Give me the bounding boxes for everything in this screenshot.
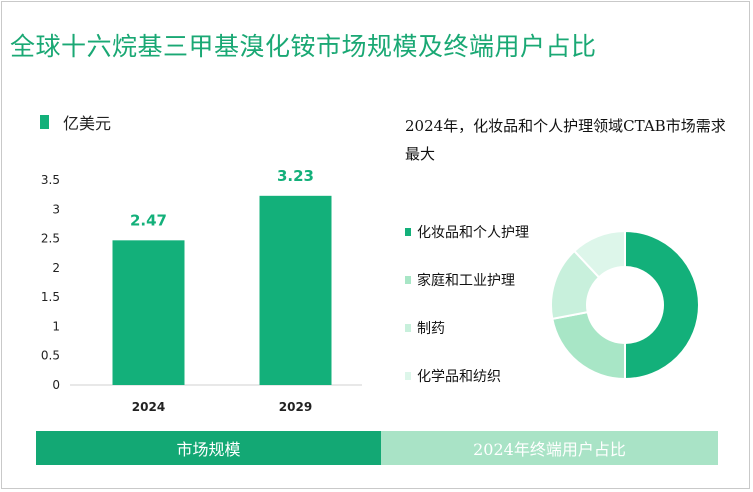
y-tick-label: 2 (52, 261, 60, 275)
bar-legend: 亿美元 (40, 110, 111, 134)
pie-legend-item-household: 家庭和工业护理 (405, 270, 515, 290)
bar-2024 (112, 240, 185, 385)
pie-legend-label: 化妆品和个人护理 (417, 225, 529, 241)
pie-legend-item-cosmetics: 化妆品和个人护理 (405, 222, 529, 242)
bar-legend-swatch (40, 115, 49, 129)
bar-2029 (259, 195, 332, 385)
y-tick-label: 3.5 (41, 173, 60, 187)
pie-legend-swatch (405, 324, 411, 332)
pie-legend-swatch (405, 276, 411, 284)
bar-value-label: 2.47 (130, 211, 167, 229)
bottom-label-market-size: 市场规模 (36, 431, 381, 465)
donut-slice-1 (551, 310, 626, 381)
y-tick-label: 1 (52, 319, 60, 333)
y-tick-label: 3 (52, 202, 60, 216)
donut-slice-3 (572, 229, 626, 279)
y-tick-label: 0.5 (41, 349, 60, 363)
pie-legend-swatch (405, 228, 411, 236)
donut-chart (550, 229, 700, 381)
page-title: 全球十六烷基三甲基溴化铵市场规模及终端用户占比 (10, 32, 597, 61)
pie-legend-label: 制药 (417, 321, 445, 337)
y-tick-label: 1.5 (41, 290, 60, 304)
y-tick-label: 2.5 (41, 232, 60, 246)
x-tick-label: 2024 (132, 400, 165, 414)
pie-legend-item-chemicals: 化学品和纺织 (405, 366, 501, 386)
y-tick-label: 0 (52, 378, 60, 392)
pie-legend-label: 化学品和纺织 (417, 369, 501, 385)
x-tick-label: 2029 (279, 400, 312, 414)
donut-slice-0 (624, 229, 700, 381)
pie-legend-label: 家庭和工业护理 (417, 273, 515, 289)
bar-value-label: 3.23 (277, 167, 314, 185)
pie-legend-swatch (405, 372, 411, 380)
chart-note: 2024年，化妆品和个人护理领域CTAB市场需求最大 (405, 117, 726, 163)
bar-legend-label: 亿美元 (63, 114, 112, 133)
pie-legend-item-pharma: 制药 (405, 318, 445, 338)
bottom-label-end-user-share: 2024年终端用户占比 (381, 431, 718, 465)
